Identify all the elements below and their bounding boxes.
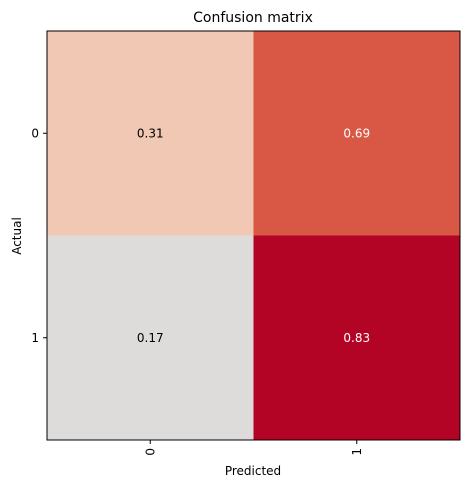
x-axis-label: Predicted bbox=[225, 464, 281, 478]
plot-frame bbox=[46, 30, 461, 441]
chart-title: Confusion matrix bbox=[193, 10, 313, 26]
y-axis-ticks: 01 bbox=[31, 126, 47, 345]
x-tick-label-0: 0 bbox=[143, 448, 157, 456]
cell-value-label-r1-c0: 0.17 bbox=[137, 331, 164, 345]
heatmap-cell-r1-c1 bbox=[253, 235, 460, 440]
cell-value-label-r0-c0: 0.31 bbox=[137, 126, 164, 140]
heatmap-cell-labels: 0.31 0.69 0.17 0.83 bbox=[137, 126, 370, 345]
cell-value-label-r0-c1: 0.69 bbox=[343, 126, 370, 140]
x-tick-label-1: 1 bbox=[350, 448, 364, 456]
heatmap-cell-r0-c1 bbox=[253, 31, 460, 236]
y-axis-label: Actual bbox=[10, 217, 24, 255]
y-tick-label-1: 1 bbox=[31, 331, 39, 345]
y-tick-label-0: 0 bbox=[31, 126, 39, 140]
heatmap-cell-r1-c0 bbox=[47, 235, 254, 440]
cell-value-label-r1-c1: 0.83 bbox=[343, 331, 370, 345]
heatmap-cells bbox=[47, 31, 460, 440]
heatmap-cell-r0-c0 bbox=[47, 31, 254, 236]
